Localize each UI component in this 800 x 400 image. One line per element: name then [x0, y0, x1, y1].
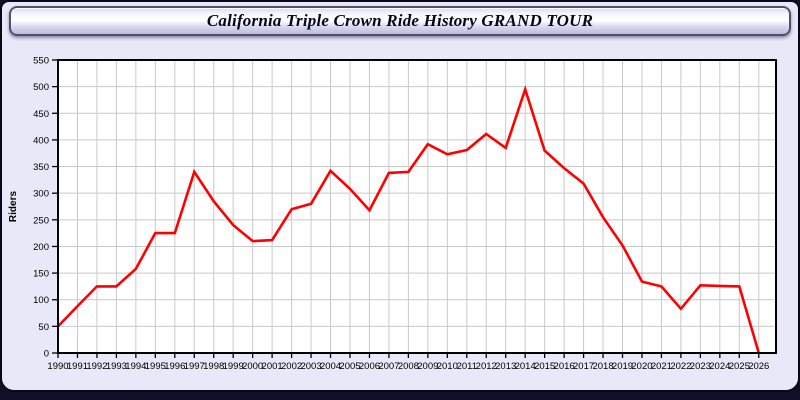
- y-axis-labels: 0 50 100 150 200 250 300 350 400 450 500 550: [33, 56, 49, 360]
- svg-text:2013: 2013: [495, 361, 516, 372]
- svg-text:2017: 2017: [573, 361, 594, 372]
- svg-text:2006: 2006: [359, 361, 380, 372]
- chart-title-bar: California Triple Crown Ride History GRA…: [9, 6, 791, 36]
- svg-text:2024: 2024: [709, 361, 730, 372]
- svg-text:2022: 2022: [670, 361, 691, 372]
- svg-text:2001: 2001: [262, 361, 283, 372]
- svg-text:0: 0: [44, 349, 49, 360]
- svg-text:2011: 2011: [457, 361, 477, 372]
- svg-text:2018: 2018: [592, 361, 613, 372]
- svg-text:2003: 2003: [300, 361, 321, 372]
- svg-text:2025: 2025: [729, 361, 750, 372]
- svg-text:1990: 1990: [47, 361, 68, 372]
- svg-text:2010: 2010: [437, 361, 458, 372]
- svg-text:50: 50: [38, 322, 49, 333]
- svg-text:2020: 2020: [631, 361, 652, 372]
- svg-text:2012: 2012: [476, 361, 497, 372]
- plot-area: [58, 60, 776, 353]
- svg-text:200: 200: [33, 242, 49, 253]
- plot-border: [57, 59, 777, 354]
- chart-title: California Triple Crown Ride History GRA…: [206, 11, 594, 30]
- y-axis-title: Riders: [8, 191, 19, 223]
- svg-text:1996: 1996: [164, 361, 185, 372]
- svg-text:2014: 2014: [515, 361, 536, 372]
- data-line-riders: [57, 85, 761, 354]
- svg-text:300: 300: [33, 189, 49, 200]
- svg-text:1998: 1998: [203, 361, 224, 372]
- svg-text:2007: 2007: [378, 361, 399, 372]
- svg-text:2005: 2005: [339, 361, 360, 372]
- svg-text:350: 350: [33, 162, 49, 173]
- ride-history-chart: 0501001502002503003504004505005501990199…: [8, 56, 777, 372]
- svg-text:100: 100: [33, 295, 49, 306]
- svg-text:250: 250: [33, 215, 49, 226]
- svg-text:2026: 2026: [748, 361, 769, 372]
- svg-text:2002: 2002: [281, 361, 302, 372]
- svg-text:1994: 1994: [125, 361, 146, 372]
- svg-text:2004: 2004: [320, 361, 341, 372]
- svg-text:550: 550: [33, 56, 49, 67]
- svg-text:1991: 1991: [67, 361, 88, 372]
- svg-text:2009: 2009: [417, 361, 438, 372]
- svg-text:2023: 2023: [690, 361, 711, 372]
- svg-text:150: 150: [33, 269, 49, 280]
- svg-text:1997: 1997: [184, 361, 205, 372]
- svg-text:2008: 2008: [398, 361, 419, 372]
- svg-text:2021: 2021: [651, 361, 672, 372]
- svg-text:2019: 2019: [612, 361, 633, 372]
- svg-text:450: 450: [33, 109, 49, 120]
- svg-text:2015: 2015: [534, 361, 555, 372]
- svg-text:1995: 1995: [145, 361, 166, 372]
- svg-text:400: 400: [33, 135, 49, 146]
- svg-text:1992: 1992: [86, 361, 107, 372]
- x-axis-labels: 1990199119921993199419951996199719981999…: [47, 361, 769, 372]
- axis-ticks: [52, 59, 760, 358]
- grid-lines: [58, 60, 776, 353]
- svg-text:500: 500: [33, 82, 49, 93]
- svg-text:2000: 2000: [242, 361, 263, 372]
- svg-text:2016: 2016: [554, 361, 575, 372]
- svg-text:1993: 1993: [106, 361, 127, 372]
- svg-text:1999: 1999: [223, 361, 244, 372]
